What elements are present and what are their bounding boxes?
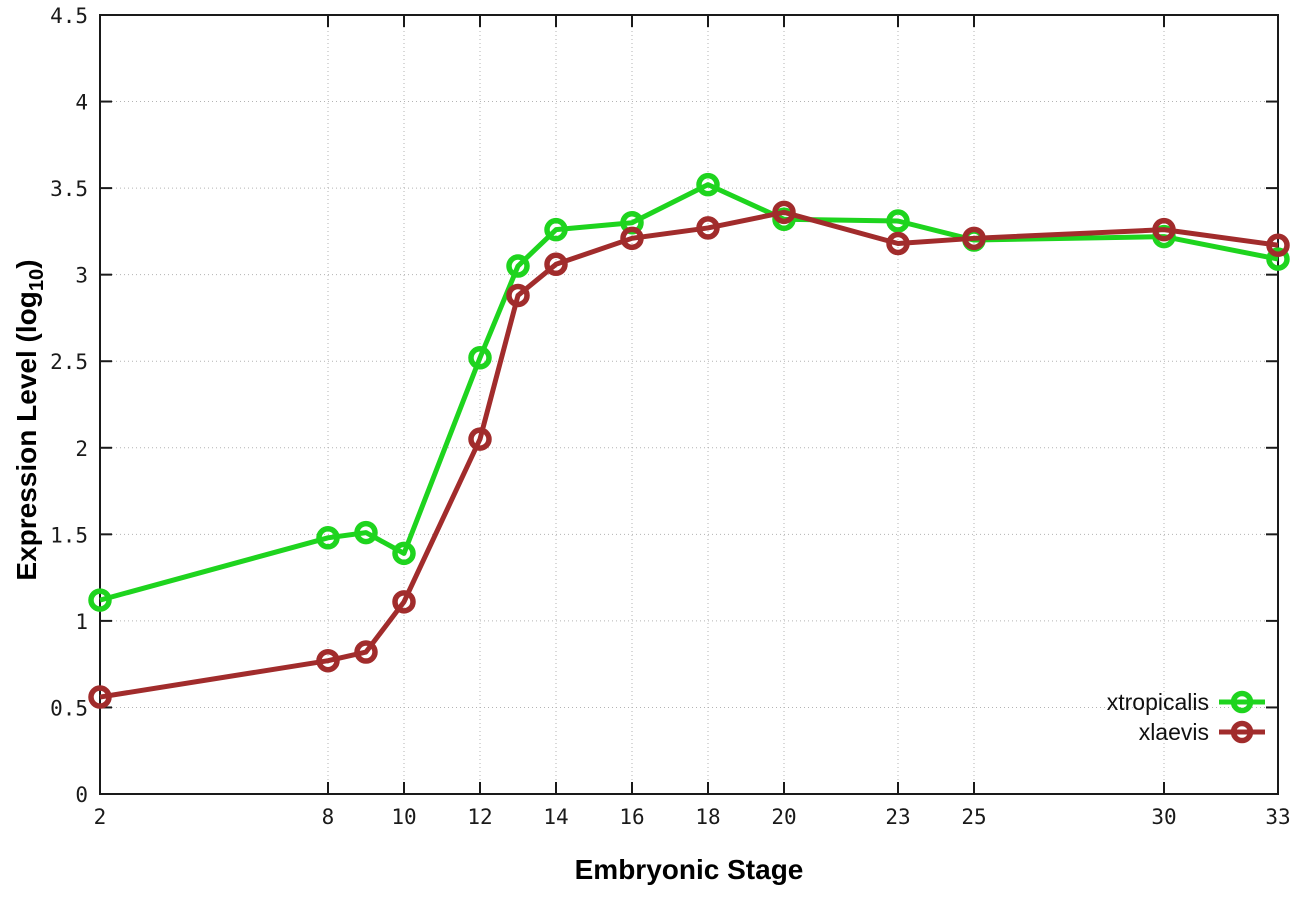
y-tick-label: 0: [75, 783, 88, 807]
x-tick-label: 25: [961, 805, 986, 829]
data-point-xtropicalis: [1266, 247, 1290, 271]
legend-item-xtropicalis: xtropicalis: [1107, 687, 1266, 717]
data-point-xlaevis: [1266, 233, 1290, 257]
data-point-xtropicalis: [354, 520, 378, 545]
data-point-xlaevis: [696, 216, 720, 240]
data-point-xlaevis: [1152, 217, 1176, 242]
y-tick-label: 1: [75, 610, 88, 634]
y-tick-label: 3: [75, 264, 88, 288]
data-point-xtropicalis: [392, 541, 416, 566]
data-point-xtropicalis: [506, 254, 530, 278]
y-tick-label: 0.5: [50, 696, 88, 720]
x-tick-label: 10: [391, 805, 416, 829]
data-point-xtropicalis: [886, 209, 910, 233]
x-tick-label: 8: [322, 805, 335, 829]
data-point-xlaevis: [392, 590, 416, 614]
data-point-xlaevis: [88, 685, 112, 709]
y-tick-label: 2.5: [50, 350, 88, 374]
data-point-xlaevis: [506, 283, 530, 308]
x-tick-label: 2: [94, 805, 107, 829]
x-tick-label: 23: [885, 805, 910, 829]
x-axis-label: Embryonic Stage: [574, 854, 804, 885]
x-tick-label: 14: [543, 805, 568, 829]
y-tick-label: 1.5: [50, 523, 88, 547]
y-tick-label: 4.5: [50, 4, 88, 28]
data-point-xlaevis: [620, 226, 644, 251]
y-tick-label: 3.5: [50, 177, 88, 201]
x-tick-label: 20: [771, 805, 796, 829]
plot-border: [99, 14, 1279, 795]
data-point-xlaevis: [772, 200, 796, 225]
line-circle-marker-icon: [1219, 720, 1265, 744]
y-axis-label-close: ): [11, 259, 43, 269]
x-tick-label: 18: [695, 805, 720, 829]
legend-label: xlaevis: [1138, 719, 1209, 745]
data-point-xlaevis: [544, 252, 568, 277]
x-tick-label: 16: [619, 805, 644, 829]
line-circle-marker-icon: [1219, 690, 1265, 714]
x-tick-label: 12: [467, 805, 492, 829]
data-point-xlaevis: [354, 640, 378, 664]
y-axis-label-subscript: 10: [25, 268, 48, 292]
data-point-xlaevis: [886, 231, 910, 256]
x-tick-label: 30: [1151, 805, 1176, 829]
y-axis-label-text: Expression Level (log: [11, 291, 43, 581]
y-tick-label: 4: [75, 91, 88, 115]
data-point-xlaevis: [962, 226, 986, 251]
series-line-xtropicalis: [99, 182, 1279, 603]
data-point-xtropicalis: [544, 217, 568, 242]
y-tick-label: 2: [75, 437, 88, 461]
legend: xtropicalis xlaevis: [1107, 687, 1266, 747]
data-point-xtropicalis: [88, 588, 112, 612]
y-axis-label: Expression Level (log10): [11, 259, 49, 580]
data-point-xtropicalis: [696, 172, 720, 197]
data-point-xlaevis: [316, 648, 340, 673]
data-point-xtropicalis: [316, 526, 340, 550]
legend-label: xtropicalis: [1106, 689, 1209, 715]
data-point-xlaevis: [468, 427, 492, 451]
x-tick-label: 33: [1265, 805, 1290, 829]
data-point-xtropicalis: [468, 346, 492, 370]
series-line-xlaevis: [99, 209, 1279, 700]
legend-item-xlaevis: xlaevis: [1139, 717, 1266, 747]
